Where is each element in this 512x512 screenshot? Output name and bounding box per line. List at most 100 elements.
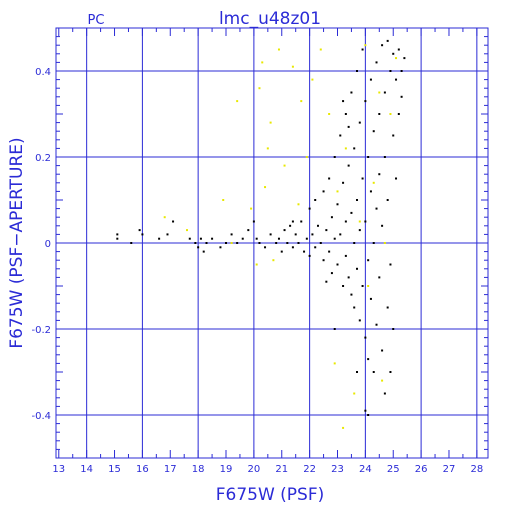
x-tick-label: 21 <box>275 464 288 475</box>
black-data-point <box>395 177 398 180</box>
yellow-data-point <box>297 203 300 206</box>
black-data-point <box>375 61 378 64</box>
black-data-point <box>247 229 250 232</box>
black-data-point <box>378 276 381 279</box>
black-data-point <box>255 237 258 240</box>
yellow-data-point <box>381 379 384 382</box>
yellow-data-point <box>319 48 322 51</box>
black-data-point <box>350 91 353 94</box>
black-data-point <box>369 78 372 81</box>
black-data-point <box>333 156 336 158</box>
black-data-point <box>202 250 205 253</box>
black-data-point <box>280 250 283 253</box>
black-data-point <box>383 156 386 158</box>
black-data-point <box>319 242 322 244</box>
black-data-point <box>138 229 141 232</box>
yellow-data-point <box>255 263 258 266</box>
black-data-point <box>367 259 370 262</box>
black-data-point <box>361 177 364 180</box>
black-data-point <box>358 121 361 124</box>
black-data-point <box>378 113 381 115</box>
black-data-point <box>330 216 333 219</box>
yellow-data-point <box>364 44 367 47</box>
black-data-point <box>367 156 370 158</box>
black-data-point <box>211 237 214 240</box>
black-data-point <box>381 224 384 227</box>
yellow-data-point <box>311 78 314 81</box>
black-data-point <box>395 78 398 81</box>
black-data-point <box>303 250 306 253</box>
y-tick-label: -0.4 <box>31 411 51 422</box>
black-data-point <box>328 250 331 253</box>
yellow-data-point <box>222 199 225 201</box>
black-data-point <box>286 242 289 244</box>
black-data-point <box>314 246 317 249</box>
y-axis-label: F675W (PSF−APERTURE) <box>7 137 27 348</box>
black-data-point <box>386 306 389 309</box>
yellow-data-point <box>277 48 280 51</box>
black-data-point <box>172 220 175 223</box>
yellow-data-point <box>300 100 303 103</box>
black-data-point <box>367 358 370 361</box>
black-data-point <box>353 306 356 309</box>
y-tick-label: -0.2 <box>31 325 51 336</box>
black-data-point <box>356 199 359 201</box>
yellow-data-point <box>266 147 269 150</box>
black-data-point <box>316 224 319 227</box>
y-tick-labels: -0.4 -0.2 0 0.2 0.4 <box>31 67 51 422</box>
black-data-point <box>277 237 280 240</box>
black-data-point <box>381 349 384 352</box>
black-data-point <box>252 220 255 223</box>
black-data-point <box>392 328 395 330</box>
black-data-point <box>219 246 222 249</box>
black-data-point <box>314 199 317 201</box>
black-data-point <box>236 242 239 244</box>
y-tick-label: 0.4 <box>35 67 51 78</box>
black-data-point <box>322 259 325 262</box>
black-data-point <box>300 220 303 223</box>
yellow-data-point <box>305 156 308 158</box>
black-data-point <box>158 237 161 240</box>
black-data-point <box>339 233 342 236</box>
x-tick-label: 14 <box>80 464 93 475</box>
yellow-data-point <box>383 242 386 244</box>
black-data-point <box>291 246 294 249</box>
yellow-data-point <box>163 216 166 219</box>
black-data-point <box>308 207 311 210</box>
black-data-point <box>311 233 314 236</box>
black-data-point <box>375 323 378 326</box>
x-tick-label: 19 <box>220 464 233 475</box>
black-data-point <box>369 190 372 193</box>
black-data-point <box>372 130 375 133</box>
x-tick-label: 28 <box>470 464 483 475</box>
x-tick-label: 26 <box>415 464 428 475</box>
black-data-point <box>308 254 311 257</box>
black-data-point <box>342 181 345 184</box>
y-tick-label: 0.2 <box>35 153 51 164</box>
black-data-point <box>166 233 169 236</box>
corner-label: PC <box>88 13 105 28</box>
black-data-point <box>356 371 359 373</box>
black-data-point <box>333 237 336 240</box>
black-data-point <box>141 233 144 236</box>
yellow-data-point <box>283 164 286 167</box>
x-axis-label: F675W (PSF) <box>216 485 325 505</box>
black-data-point <box>289 224 292 227</box>
black-data-point <box>199 237 202 240</box>
black-data-point <box>369 297 372 300</box>
yellow-data-point <box>342 426 345 429</box>
black-data-point <box>356 70 359 72</box>
yellow-data-point <box>389 113 392 115</box>
yellow-data-point <box>333 362 336 365</box>
black-data-point <box>305 237 308 240</box>
x-tick-labels: 13 14 15 16 17 18 19 20 21 22 23 24 25 26 27 28 <box>52 464 483 475</box>
x-tick-label: 27 <box>443 464 456 475</box>
black-data-point <box>364 100 367 103</box>
black-data-point <box>400 70 403 72</box>
chart-title: lmc_u48z01 <box>219 9 321 29</box>
black-data-point <box>350 293 353 296</box>
black-data-point <box>283 229 286 232</box>
x-tick-label: 17 <box>164 464 177 475</box>
x-tick-label: 23 <box>331 464 344 475</box>
black-data-point <box>397 48 400 51</box>
